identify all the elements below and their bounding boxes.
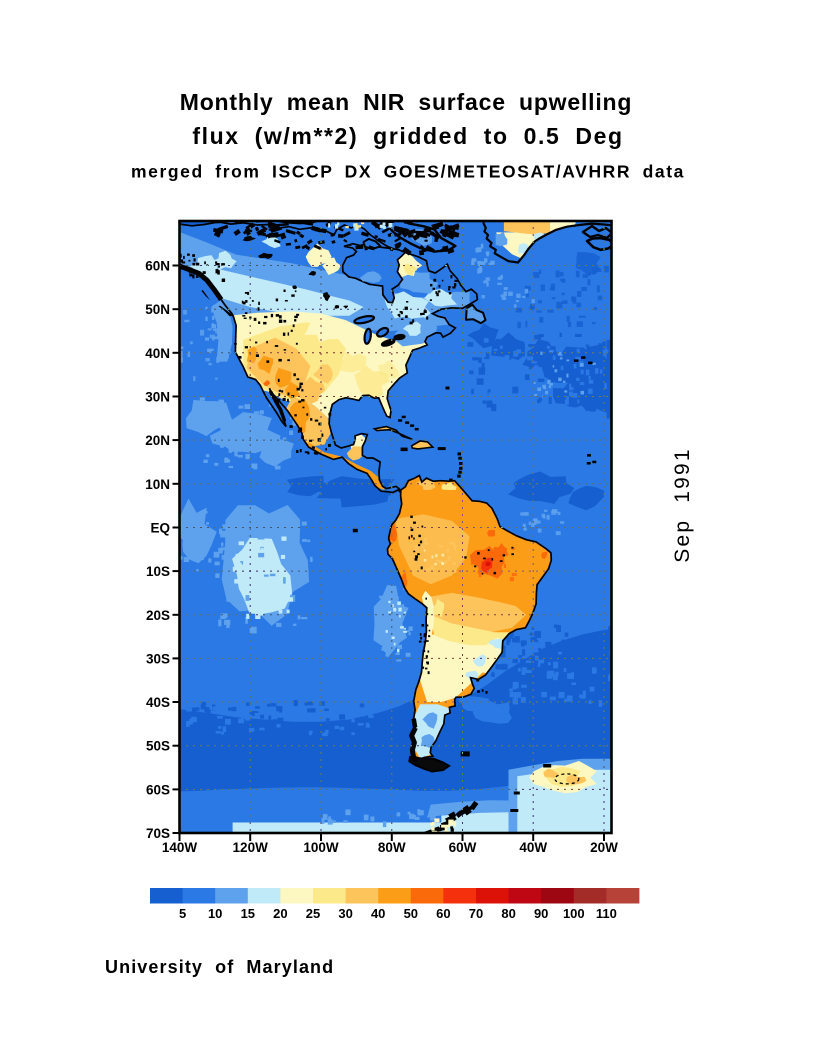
svg-text:10S: 10S [146, 564, 170, 579]
svg-text:100W: 100W [303, 840, 339, 855]
svg-text:70: 70 [469, 906, 483, 921]
svg-text:60W: 60W [449, 840, 477, 855]
svg-text:University of Maryland: University of Maryland [105, 957, 334, 977]
svg-text:60N: 60N [145, 259, 170, 274]
svg-text:30: 30 [338, 906, 352, 921]
svg-text:20: 20 [273, 906, 287, 921]
svg-text:20W: 20W [590, 840, 618, 855]
svg-text:5: 5 [179, 906, 186, 921]
svg-text:90: 90 [534, 906, 548, 921]
svg-text:40: 40 [371, 906, 385, 921]
svg-text:80: 80 [501, 906, 515, 921]
svg-text:25: 25 [306, 906, 320, 921]
svg-text:40W: 40W [519, 840, 547, 855]
svg-text:60: 60 [436, 906, 450, 921]
svg-text:Monthly mean NIR surface upwel: Monthly mean NIR surface upwelling [180, 89, 632, 115]
svg-text:EQ: EQ [150, 521, 170, 536]
svg-text:80W: 80W [378, 840, 406, 855]
svg-text:30S: 30S [146, 651, 170, 666]
svg-text:10: 10 [208, 906, 222, 921]
svg-text:140W: 140W [162, 840, 198, 855]
svg-text:50N: 50N [145, 302, 170, 317]
svg-text:110: 110 [596, 906, 617, 921]
svg-text:20N: 20N [145, 433, 170, 448]
svg-text:20S: 20S [146, 608, 170, 623]
svg-text:30N: 30N [145, 390, 170, 405]
svg-text:Sep 1991: Sep 1991 [671, 447, 694, 563]
svg-text:70S: 70S [146, 826, 170, 841]
svg-text:120W: 120W [233, 840, 269, 855]
svg-text:10N: 10N [145, 477, 170, 492]
svg-text:60S: 60S [146, 782, 170, 797]
svg-text:40S: 40S [146, 695, 170, 710]
svg-text:merged from ISCCP DX GOES/METE: merged from ISCCP DX GOES/METEOSAT/AVHRR… [131, 162, 685, 182]
svg-text:100: 100 [563, 906, 585, 921]
svg-text:50S: 50S [146, 739, 170, 754]
svg-text:50: 50 [404, 906, 418, 921]
svg-text:flux (w/m**2) gridded to 0.5 D: flux (w/m**2) gridded to 0.5 Deg [192, 123, 623, 149]
svg-text:40N: 40N [145, 346, 170, 361]
svg-text:15: 15 [241, 906, 255, 921]
